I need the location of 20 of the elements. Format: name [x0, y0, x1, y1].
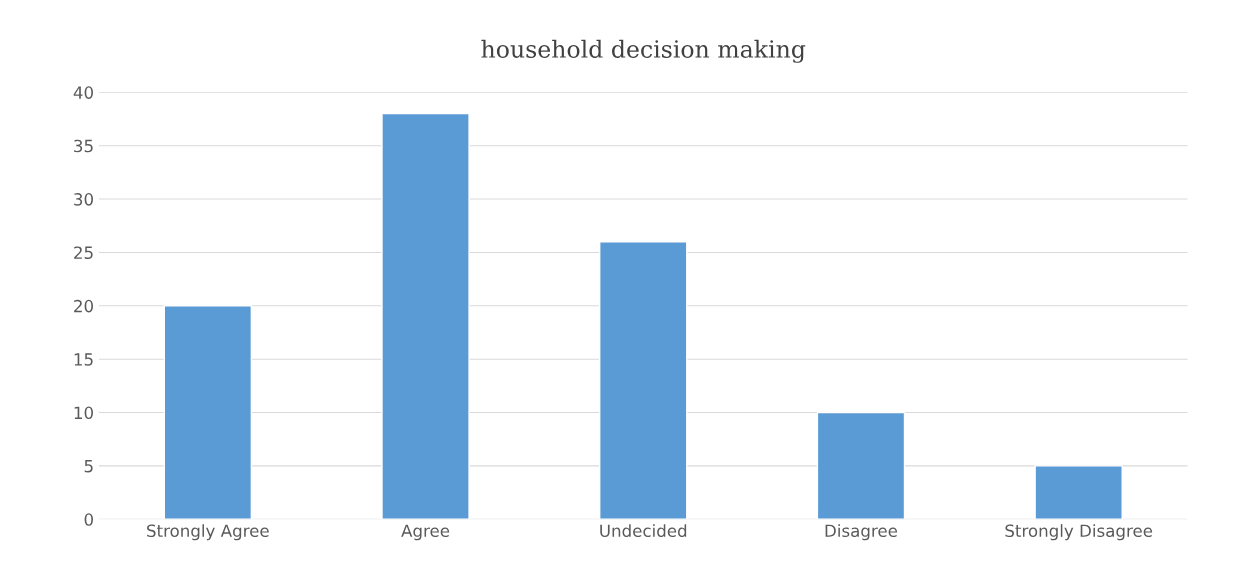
- y-tick-label: 20: [74, 299, 93, 313]
- bar: [816, 411, 906, 520]
- x-tick-label: Agree: [401, 524, 450, 541]
- y-tick-label: 35: [74, 139, 93, 153]
- bar: [1034, 465, 1123, 520]
- y-tick-label: 10: [74, 406, 93, 420]
- y-tick-label: 25: [74, 246, 93, 260]
- bar: [381, 112, 470, 520]
- y-tick-label: 5: [84, 460, 93, 473]
- y-tick-label: 15: [74, 353, 93, 366]
- chart-title: household decision making: [481, 39, 806, 63]
- x-tick-label: Undecided: [600, 524, 687, 538]
- y-tick-label: 30: [74, 193, 93, 206]
- x-tick-label: Strongly Agree: [147, 524, 269, 541]
- bar: [163, 305, 253, 520]
- y-tick-label: 0: [84, 513, 93, 526]
- bar: [599, 241, 688, 520]
- y-tick-label: 40: [73, 86, 93, 99]
- x-tick-label: Strongly Disagree: [1005, 524, 1153, 541]
- x-tick-label: Disagree: [825, 524, 898, 541]
